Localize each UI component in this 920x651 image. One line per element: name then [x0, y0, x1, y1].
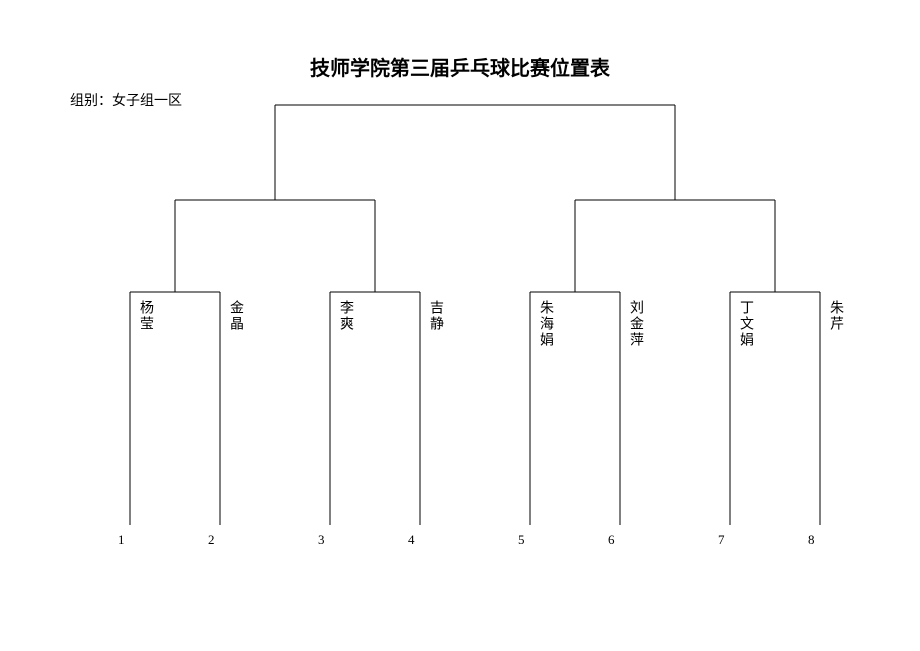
player-seed: 4 [408, 532, 415, 548]
player-name: 金晶 [225, 300, 245, 332]
player-seed: 5 [518, 532, 525, 548]
player-seed: 7 [718, 532, 725, 548]
player-name: 吉静 [425, 300, 445, 332]
player-name: 朱海娟 [535, 300, 555, 348]
player-name: 刘金萍 [625, 300, 645, 348]
player-name: 丁文娟 [735, 300, 755, 348]
player-seed: 6 [608, 532, 615, 548]
player-name: 朱芹 [825, 300, 845, 332]
player-name: 李爽 [335, 300, 355, 332]
player-name: 杨莹 [135, 300, 155, 332]
player-seed: 8 [808, 532, 815, 548]
player-seed: 2 [208, 532, 215, 548]
player-seed: 3 [318, 532, 325, 548]
player-seed: 1 [118, 532, 125, 548]
